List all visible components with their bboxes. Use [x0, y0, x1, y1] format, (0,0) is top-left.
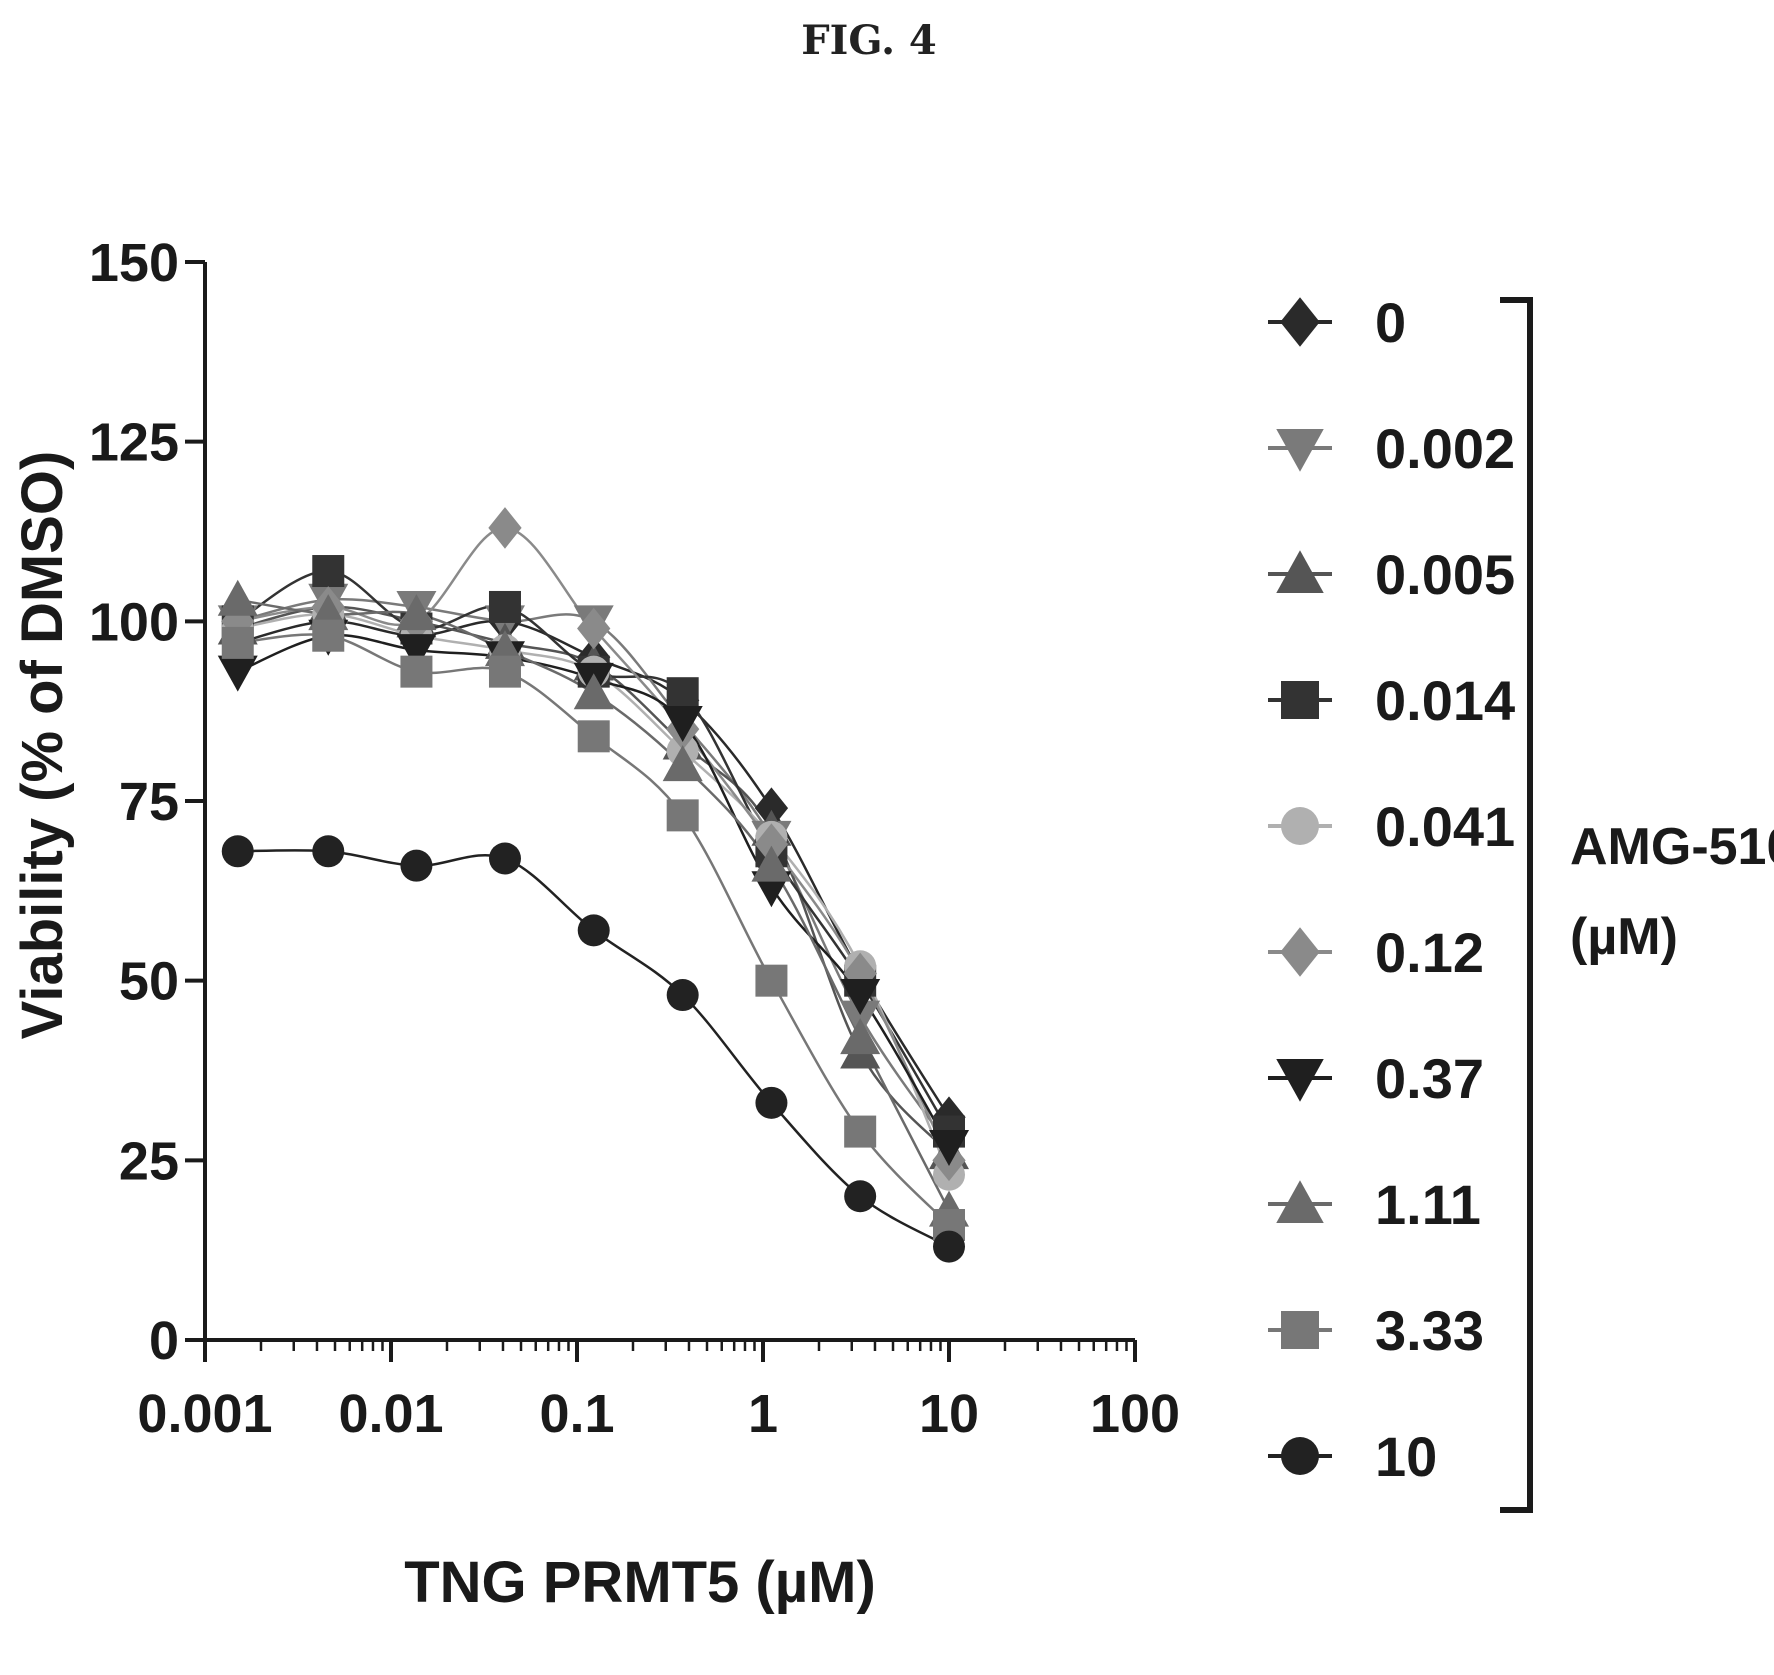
data-point-0.37 — [396, 634, 437, 671]
x-tick-label: 0.01 — [338, 1384, 443, 1444]
fit-curve-3.33 — [237, 633, 950, 1226]
figure-title: FIG. 4 — [801, 17, 937, 64]
legend-marker-0.002 — [1276, 429, 1324, 472]
data-point-10 — [488, 842, 521, 875]
data-point-3.33 — [488, 655, 521, 688]
legend-marker-0.37 — [1276, 1059, 1324, 1102]
data-point-10 — [577, 914, 610, 947]
fit-curves — [237, 526, 951, 1248]
data-point-1.11 — [751, 845, 792, 882]
y-tick-label: 75 — [119, 772, 179, 832]
x-axis-title: TNG PRMT5 (µM) — [404, 1550, 876, 1615]
data-point-3.33 — [666, 799, 699, 832]
fit-curve-0.005 — [237, 605, 950, 1154]
y-tick-label: 25 — [119, 1131, 179, 1191]
y-tick-label: 100 — [89, 592, 179, 652]
data-point-3.33 — [312, 619, 345, 652]
data-point-10 — [400, 849, 433, 882]
data-point-10 — [666, 979, 699, 1012]
data-point-10 — [933, 1230, 965, 1263]
x-tick-label: 100 — [1090, 1384, 1180, 1444]
legend-label: 0.12 — [1375, 921, 1484, 984]
legend-label: 0.002 — [1375, 417, 1515, 480]
legend-label: 0.014 — [1375, 669, 1515, 732]
data-point-0.37 — [840, 979, 881, 1016]
x-tick-label: 0.1 — [539, 1384, 614, 1444]
y-tick-label: 125 — [89, 413, 179, 473]
legend-marker-0 — [1280, 297, 1320, 347]
data-point-0 — [754, 787, 789, 829]
x-tick-label: 0.001 — [137, 1384, 272, 1444]
legend-marker-0.12 — [1280, 927, 1320, 977]
x-tick-label: 1 — [748, 1384, 778, 1444]
legend-marker-0.014 — [1281, 681, 1319, 719]
data-point-0.37 — [929, 1129, 969, 1166]
data-point-10 — [312, 835, 345, 868]
y-axis-title: Viability (% of DMSO) — [10, 451, 75, 1040]
legend-group-label: AMG-510 — [1570, 818, 1774, 876]
legend-label: 3.33 — [1375, 1299, 1484, 1362]
data-point-3.33 — [221, 626, 254, 659]
legend-label: 0.37 — [1375, 1047, 1484, 1110]
y-tick-label: 0 — [149, 1311, 179, 1371]
data-point-0.37 — [662, 705, 703, 742]
data-point-1.11 — [217, 579, 258, 616]
data-point-0.014 — [312, 555, 345, 588]
data-point-1.11 — [396, 594, 437, 631]
data-point-0.12 — [754, 823, 789, 865]
y-tick-label: 150 — [89, 233, 179, 293]
data-point-0.014 — [488, 590, 521, 623]
legend-label: 1.11 — [1375, 1173, 1481, 1236]
axes: 0 25 50 75 100 125 150 0.001 0.01 0.1 1 10 100 — [89, 233, 1180, 1444]
data-point-3.33 — [844, 1115, 877, 1148]
data-points — [217, 507, 969, 1263]
legend-label: 0.005 — [1375, 543, 1515, 606]
legend-marker-10 — [1281, 1437, 1319, 1475]
data-point-3.33 — [755, 964, 788, 997]
legend-marker-0.041 — [1281, 807, 1319, 845]
data-point-1.11 — [573, 673, 614, 710]
legend-bracket — [1500, 297, 1533, 1513]
fit-curve-0.37 — [237, 633, 951, 1147]
legend-label: 10 — [1375, 1425, 1437, 1488]
data-point-3.33 — [400, 655, 433, 688]
y-tick-label: 50 — [119, 952, 179, 1012]
data-point-0.014 — [666, 677, 699, 710]
legend-marker-1.11 — [1276, 1180, 1324, 1223]
data-point-1.11 — [840, 1018, 881, 1055]
data-point-0.12 — [577, 607, 611, 650]
data-point-0.37 — [217, 655, 258, 692]
legend-marker-3.33 — [1281, 1311, 1319, 1349]
legend-marker-0.005 — [1276, 550, 1324, 593]
x-tick-label: 10 — [919, 1384, 979, 1444]
data-point-0.12 — [488, 507, 522, 549]
legend: 0 0.002 0.005 0.014 0.041 0.12 0.37 1.11 3.33 10 A… — [1268, 291, 1774, 1513]
data-point-10 — [844, 1180, 877, 1213]
data-point-1.11 — [662, 745, 703, 782]
data-point-10 — [221, 835, 254, 868]
legend-label: 0 — [1375, 291, 1406, 354]
legend-label: 0.041 — [1375, 795, 1515, 858]
legend-group-label: (µM) — [1570, 908, 1678, 966]
fit-curve-10 — [237, 848, 950, 1248]
data-point-10 — [755, 1086, 788, 1119]
data-point-3.33 — [577, 720, 610, 753]
